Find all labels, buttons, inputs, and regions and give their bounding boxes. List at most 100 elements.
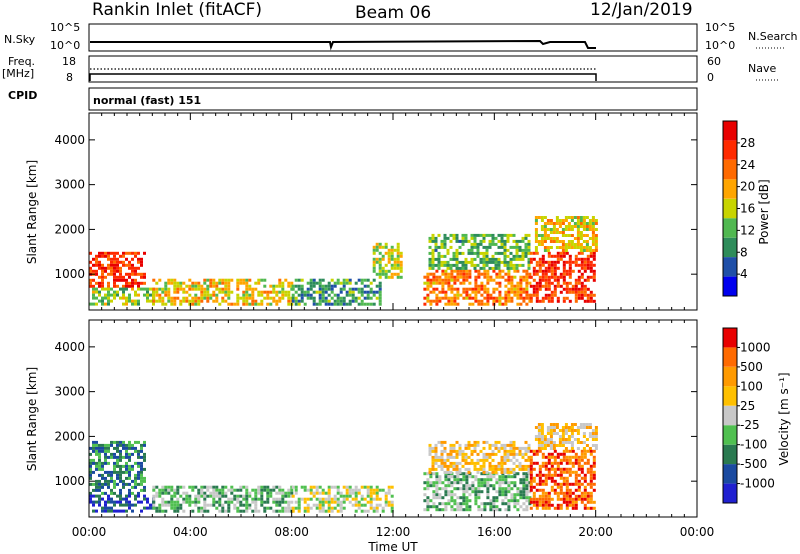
data-cell xyxy=(446,260,450,264)
data-cell xyxy=(275,302,279,306)
data-cell xyxy=(559,485,563,489)
data-cell xyxy=(579,237,583,240)
data-cell xyxy=(197,302,201,306)
nsky-label: N.Sky xyxy=(4,33,36,46)
data-cell xyxy=(538,464,542,468)
data-cell xyxy=(113,485,116,489)
data-cell xyxy=(495,505,499,509)
data-cell xyxy=(473,266,477,270)
data-cell xyxy=(239,281,243,285)
data-cell xyxy=(134,461,137,465)
data-cell xyxy=(547,278,551,282)
data-cell xyxy=(474,475,478,479)
data-cell xyxy=(450,278,454,282)
data-cell xyxy=(510,278,514,282)
data-cell xyxy=(580,293,584,297)
data-cell xyxy=(488,245,492,249)
data-cell xyxy=(351,491,355,495)
data-cell xyxy=(558,240,562,243)
data-cell xyxy=(303,500,307,504)
data-cell xyxy=(173,290,177,294)
data-cell xyxy=(291,506,295,510)
data-cell xyxy=(375,272,379,276)
data-cell xyxy=(498,487,502,491)
data-cell xyxy=(435,302,439,306)
data-cell xyxy=(538,260,542,264)
data-cell xyxy=(461,458,465,462)
data-cell xyxy=(366,284,370,288)
data-cell xyxy=(369,503,373,507)
data-cell xyxy=(582,228,586,231)
data-cell xyxy=(381,506,385,510)
data-cell xyxy=(567,240,571,243)
data-cell xyxy=(260,299,264,303)
data-cell xyxy=(423,481,427,485)
data-cell xyxy=(513,475,517,479)
data-cell xyxy=(579,234,583,237)
data-cell xyxy=(574,476,578,480)
data-cell xyxy=(134,494,137,498)
data-cell xyxy=(558,246,562,249)
data-cell xyxy=(384,275,388,279)
data-cell xyxy=(565,269,569,273)
data-cell xyxy=(399,260,403,264)
data-cell xyxy=(381,245,385,249)
data-cell xyxy=(101,302,104,306)
data-cell xyxy=(453,278,457,282)
data-cell xyxy=(275,299,279,303)
data-cell xyxy=(236,494,240,498)
data-cell xyxy=(446,470,450,474)
data-cell xyxy=(95,494,98,498)
data-cell xyxy=(576,438,580,441)
data-cell xyxy=(452,263,456,267)
data-cell xyxy=(345,302,349,306)
data-cell xyxy=(137,491,140,495)
data-cell xyxy=(515,251,519,255)
data-cell xyxy=(387,503,391,507)
data-cell xyxy=(580,491,584,495)
data-cell xyxy=(497,245,501,249)
data-cell xyxy=(444,484,448,488)
data-cell xyxy=(444,296,448,300)
data-cell xyxy=(492,287,496,291)
data-cell xyxy=(470,449,474,453)
data-cell xyxy=(540,444,544,447)
data-cell xyxy=(480,293,484,297)
data-cell xyxy=(556,257,560,261)
data-cell xyxy=(491,449,495,453)
data-cell xyxy=(486,287,490,291)
data-cell xyxy=(218,302,222,306)
data-cell xyxy=(447,478,451,482)
data-cell xyxy=(544,275,548,279)
data-cell xyxy=(140,287,143,291)
data-cell xyxy=(134,281,137,285)
data-cell xyxy=(588,435,592,438)
data-cell xyxy=(443,464,447,468)
data-cell xyxy=(485,455,489,459)
data-cell xyxy=(503,254,507,258)
data-cell xyxy=(158,488,162,492)
data-cell xyxy=(470,257,474,261)
data-cell xyxy=(152,488,156,492)
data-cell xyxy=(577,497,581,501)
data-cell xyxy=(474,275,478,279)
data-cell xyxy=(562,281,566,285)
data-cell xyxy=(143,443,146,447)
data-cell xyxy=(233,497,237,501)
data-cell xyxy=(269,302,273,306)
data-cell xyxy=(586,275,590,279)
data-cell xyxy=(553,473,557,477)
data-cell xyxy=(538,449,542,453)
data-cell xyxy=(119,467,122,471)
data-cell xyxy=(134,254,137,258)
data-cell xyxy=(164,491,168,495)
data-cell xyxy=(269,506,273,510)
data-cell xyxy=(585,426,589,429)
data-cell xyxy=(444,478,448,482)
data-cell xyxy=(512,470,516,474)
colorbar-tick-label: 1000 xyxy=(740,340,771,354)
data-cell xyxy=(137,272,140,276)
data-cell xyxy=(479,464,483,468)
data-cell xyxy=(95,482,98,486)
data-cell xyxy=(497,446,501,450)
